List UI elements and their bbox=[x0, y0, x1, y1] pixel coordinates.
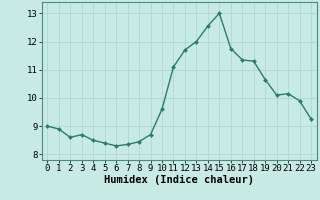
X-axis label: Humidex (Indice chaleur): Humidex (Indice chaleur) bbox=[104, 175, 254, 185]
